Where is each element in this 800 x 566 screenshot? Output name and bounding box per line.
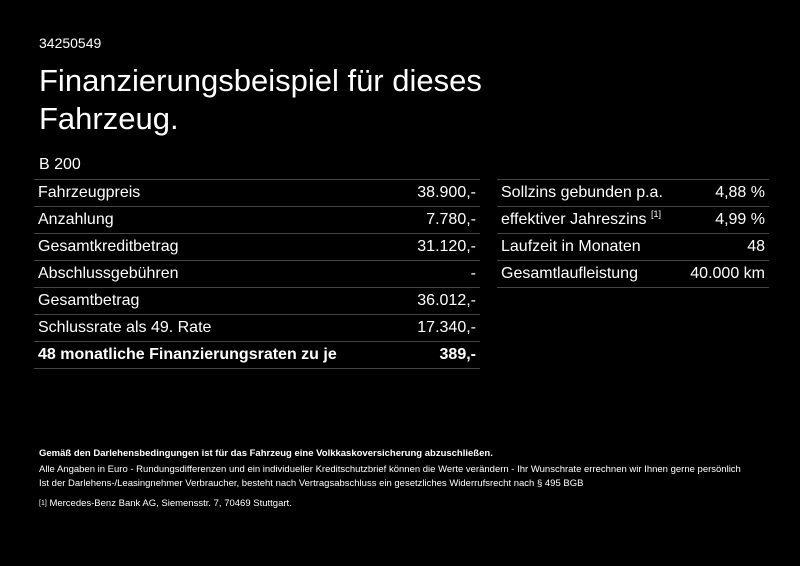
row-label: Gesamtkreditbetrag: [38, 238, 179, 255]
row-value: 36.012,-: [417, 292, 476, 309]
row-value: 4,99 %: [715, 211, 765, 228]
legal-notes: Gemäß den Darlehensbedingungen ist für d…: [39, 447, 769, 511]
model-name: B 200: [39, 156, 81, 173]
vehicle-id: 34250549: [39, 35, 102, 51]
row-value: 389,-: [439, 346, 476, 363]
finance-table-right: Sollzins gebunden p.a. 4,88 % effektiver…: [497, 179, 769, 288]
row-value: 7.780,-: [426, 211, 476, 228]
footnote-mark: [1]: [39, 500, 47, 507]
finance-table-left: Fahrzeugpreis 38.900,- Anzahlung 7.780,-…: [34, 179, 480, 369]
row-value: 38.900,-: [417, 184, 476, 201]
table-row: Gesamtkreditbetrag 31.120,-: [34, 233, 480, 260]
row-label: Schlussrate als 49. Rate: [38, 319, 212, 336]
table-row: Gesamtlaufleistung 40.000 km: [497, 260, 769, 288]
row-value: 40.000 km: [690, 265, 765, 282]
row-label: 48 monatliche Finanzierungsraten zu je: [38, 346, 337, 363]
row-value: 17.340,-: [417, 319, 476, 336]
table-row: Abschlussgebühren -: [34, 260, 480, 287]
row-label: Gesamtbetrag: [38, 292, 140, 309]
table-row: Anzahlung 7.780,-: [34, 206, 480, 233]
row-label: Anzahlung: [38, 211, 114, 228]
row-label: Laufzeit in Monaten: [501, 238, 641, 255]
table-row: Schlussrate als 49. Rate 17.340,-: [34, 314, 480, 341]
footnote-ref: [1]: [651, 209, 662, 219]
table-row: Laufzeit in Monaten 48: [497, 233, 769, 260]
row-value: -: [470, 265, 476, 282]
disclaimer-line: Ist der Darlehens-/Leasingnehmer Verbrau…: [39, 478, 584, 489]
table-row: Sollzins gebunden p.a. 4,88 %: [497, 179, 769, 206]
footnote: [1] Mercedes-Benz Bank AG, Siemensstr. 7…: [39, 497, 769, 511]
row-label: Gesamtlaufleistung: [501, 265, 638, 282]
insurance-note: Gemäß den Darlehensbedingungen ist für d…: [39, 448, 493, 459]
disclaimer-line: Alle Angaben in Euro - Rundungsdifferenz…: [39, 464, 741, 475]
footnote-text: Mercedes-Benz Bank AG, Siemensstr. 7, 70…: [49, 498, 292, 509]
row-value: 4,88 %: [715, 184, 765, 201]
monthly-rate-row: 48 monatliche Finanzierungsraten zu je 3…: [34, 341, 480, 369]
table-row: effektiver Jahreszins [1] 4,99 %: [497, 206, 769, 233]
row-label: Fahrzeugpreis: [38, 184, 141, 201]
row-label: Sollzins gebunden p.a.: [501, 184, 663, 201]
row-value: 48: [747, 238, 765, 255]
page-title: Finanzierungsbeispiel für dieses Fahrzeu…: [39, 63, 482, 136]
row-label: effektiver Jahreszins [1]: [501, 209, 662, 228]
row-value: 31.120,-: [417, 238, 476, 255]
table-row: Fahrzeugpreis 38.900,-: [34, 179, 480, 206]
row-label: Abschlussgebühren: [38, 265, 179, 282]
table-row: Gesamtbetrag 36.012,-: [34, 287, 480, 314]
